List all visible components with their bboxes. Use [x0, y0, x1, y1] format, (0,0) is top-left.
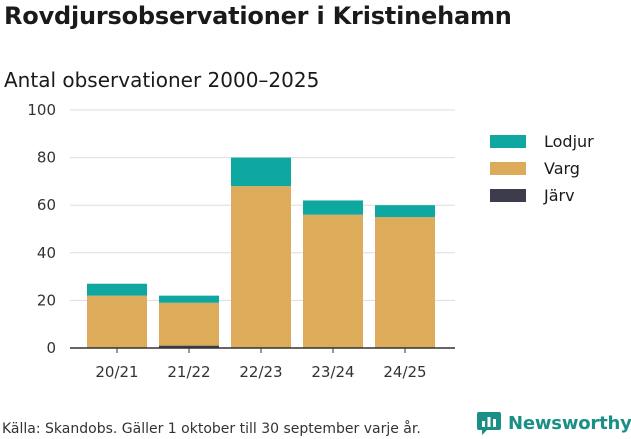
bar-varg-21-22 [159, 302, 219, 346]
legend-label: Varg [544, 159, 580, 178]
bar-varg-22-23 [231, 186, 291, 348]
chart-legend: Lodjur Varg Järv [490, 128, 594, 209]
bar-jrv-21-22 [159, 345, 219, 348]
bar-lodjur-22-23 [231, 157, 291, 187]
bar-lodjur-23-24 [303, 200, 363, 215]
bar-lodjur-20-21 [87, 283, 147, 296]
x-tick-label: 24/25 [383, 363, 426, 381]
legend-item: Varg [490, 155, 594, 182]
legend-item: Lodjur [490, 128, 594, 155]
newsworthy-logo-icon [477, 412, 501, 435]
legend-label: Järv [544, 186, 575, 205]
legend-swatch [490, 189, 526, 202]
bar-lodjur-21-22 [159, 295, 219, 303]
chart-subtitle: Antal observationer 2000–2025 [4, 68, 320, 92]
y-tick-label: 0 [46, 339, 56, 357]
legend-item: Järv [490, 182, 594, 209]
x-tick-label: 20/21 [95, 363, 138, 381]
y-tick-label: 60 [37, 196, 56, 214]
legend-label: Lodjur [544, 132, 594, 151]
x-tick-label: 23/24 [311, 363, 354, 381]
x-tick-label: 22/23 [239, 363, 282, 381]
legend-swatch [490, 135, 526, 148]
bar-varg-24-25 [375, 217, 435, 348]
y-tick-label: 20 [37, 291, 56, 309]
axes: 0 20 40 60 80 100 20/21 21/22 22/23 23/24 24/25 [27, 101, 455, 381]
bar-varg-23-24 [303, 214, 363, 348]
y-tick-label: 40 [37, 244, 56, 262]
y-tick-label: 100 [27, 101, 56, 119]
newsworthy-brand: Newsworthy [476, 410, 631, 436]
x-tick-label: 21/22 [167, 363, 210, 381]
source-note: Källa: Skandobs. Gäller 1 oktober till 3… [2, 421, 421, 437]
y-tick-label: 80 [37, 149, 56, 167]
bar-lodjur-24-25 [375, 205, 435, 218]
brand-name: Newsworthy [508, 412, 631, 434]
chart-title: Rovdjursobservationer i Kristinehamn [4, 2, 512, 30]
bar-varg-20-21 [87, 295, 147, 348]
legend-swatch [490, 162, 526, 175]
bars [87, 157, 435, 348]
